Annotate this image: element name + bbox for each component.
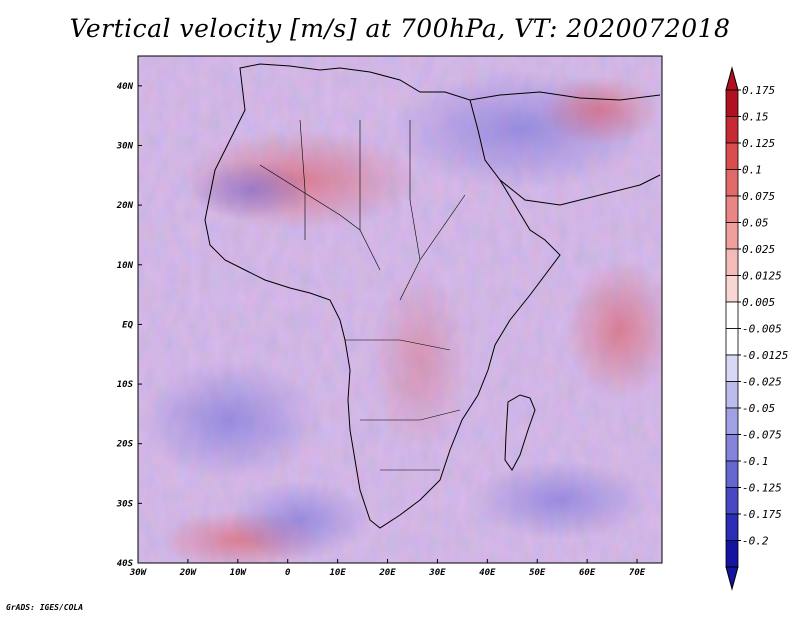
colorbar-swatch bbox=[725, 142, 739, 170]
colorbar-swatch bbox=[725, 248, 739, 276]
colorbar-label: 0.075 bbox=[742, 190, 775, 203]
colorbar-label: -0.025 bbox=[742, 376, 782, 389]
colorbar-swatch bbox=[725, 381, 739, 409]
lon-tick-label: 10E bbox=[329, 568, 346, 578]
colorbar-swatch bbox=[725, 354, 739, 382]
colorbar-swatch bbox=[725, 195, 739, 223]
colorbar-swatch bbox=[725, 328, 739, 356]
colorbar-swatch bbox=[725, 169, 739, 197]
lat-tick-label: 40S bbox=[117, 559, 134, 569]
colorbar-label: 0.15 bbox=[742, 111, 769, 124]
colorbar-label: -0.05 bbox=[742, 402, 775, 415]
colorbar-label: -0.2 bbox=[742, 535, 769, 548]
country-borders bbox=[259, 119, 466, 471]
colorbar-label: 0.025 bbox=[742, 243, 775, 256]
lat-tick-label: 10S bbox=[117, 380, 134, 390]
coastlines bbox=[204, 63, 661, 529]
colorbar-swatch bbox=[725, 513, 739, 541]
colorbar-top-arrow bbox=[725, 66, 739, 91]
lon-tick-label: 30W bbox=[129, 568, 148, 578]
colorbar-label: -0.075 bbox=[742, 429, 782, 442]
lon-tick-label: 20W bbox=[179, 568, 198, 578]
velocity-field bbox=[138, 56, 662, 563]
lon-tick-label: 0 bbox=[285, 568, 291, 578]
lat-tick-label: 30S bbox=[116, 499, 134, 509]
lat-tick-label: 10N bbox=[117, 261, 134, 271]
lon-tick-label: 70E bbox=[629, 568, 646, 578]
lat-tick-label: 20S bbox=[116, 440, 134, 450]
colorbar-swatch bbox=[725, 116, 739, 144]
colorbar-label: 0.125 bbox=[742, 137, 775, 150]
colorbar-swatch bbox=[725, 222, 739, 250]
grads-credit: GrADS: IGES/COLA bbox=[6, 603, 84, 612]
colorbar-label: -0.1 bbox=[742, 455, 769, 468]
lat-tick-label: 30N bbox=[116, 141, 134, 151]
colorbar-label: -0.0125 bbox=[742, 349, 788, 362]
colorbar-swatch bbox=[725, 487, 739, 515]
colorbar-label: 0.1 bbox=[742, 164, 762, 177]
lat-tick-label: 40N bbox=[117, 82, 134, 92]
colorbar-swatch bbox=[725, 89, 739, 117]
colorbar-label: 0.175 bbox=[742, 84, 775, 97]
lon-tick-label: 40E bbox=[479, 568, 496, 578]
plot-frame bbox=[137, 55, 663, 564]
colorbar-swatch bbox=[725, 434, 739, 462]
longitude-tick-labels: 30W 20W 10W 0 10E 20E 30E 40E 50E 60E 70E bbox=[129, 559, 646, 578]
colorbar-label: -0.125 bbox=[742, 482, 782, 495]
colorbar-swatch bbox=[725, 460, 739, 488]
latitude-tick-labels: 40N 30N 20N 10N EQ 10S 20S 30S 40S bbox=[116, 82, 142, 569]
lon-tick-label: 10W bbox=[230, 568, 248, 578]
colorbar-label: -0.175 bbox=[742, 508, 782, 521]
colorbar-label: 0.005 bbox=[742, 296, 775, 309]
lon-tick-label: 30E bbox=[428, 568, 446, 578]
lon-tick-label: 20E bbox=[378, 568, 396, 578]
colorbar-swatch bbox=[725, 301, 739, 329]
colorbar-swatch bbox=[725, 540, 739, 568]
lon-tick-label: 60E bbox=[579, 568, 596, 578]
lat-tick-label: EQ bbox=[122, 320, 133, 330]
lon-tick-label: 50E bbox=[529, 568, 546, 578]
colorbar-label: -0.005 bbox=[742, 323, 782, 336]
lat-tick-label: 20N bbox=[116, 201, 134, 211]
map-title: Vertical velocity [m/s] at 700hPa, VT: 2… bbox=[69, 14, 731, 43]
colorbar: 0.175 0.15 0.125 0.1 0.075 0.05 0.025 0.0125 0.0… bbox=[725, 66, 788, 591]
colorbar-label: 0.05 bbox=[742, 217, 769, 230]
colorbar-swatch bbox=[725, 407, 739, 435]
colorbar-bottom-arrow bbox=[725, 566, 739, 591]
colorbar-label: 0.0125 bbox=[742, 270, 782, 283]
colorbar-swatch bbox=[725, 275, 739, 303]
